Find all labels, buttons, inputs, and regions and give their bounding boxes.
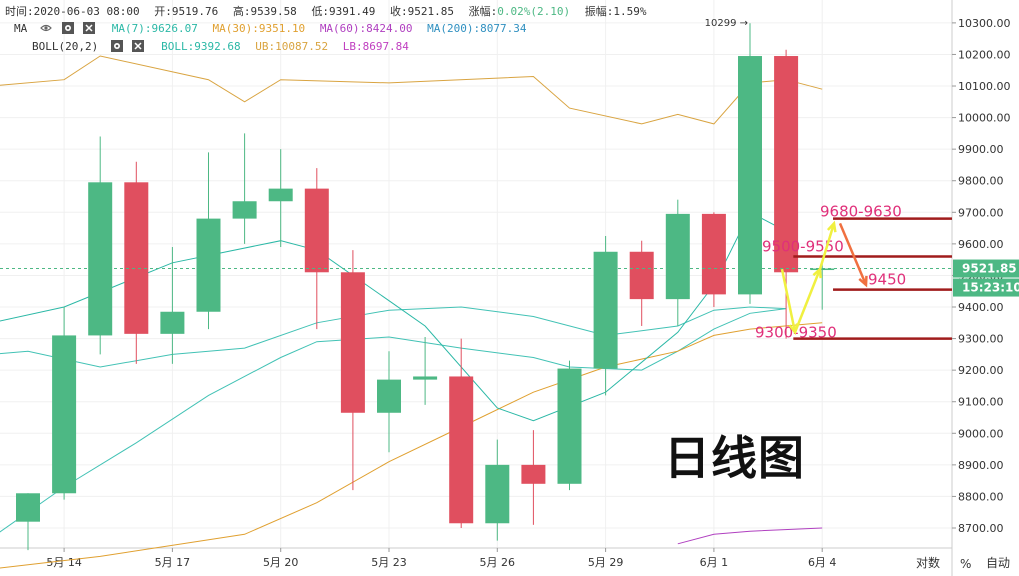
candle-body[interactable] [16, 493, 40, 522]
y-tick-label: 9600.00 [958, 238, 1004, 251]
candle-body[interactable] [160, 311, 185, 334]
forecast-arrow-up-2-head [826, 220, 837, 233]
close-icon[interactable] [83, 22, 96, 34]
ub-value: UB:10087.52 [255, 40, 329, 53]
forecast-arrow-down-2-head [858, 275, 868, 288]
candle-body[interactable] [629, 251, 654, 300]
y-tick-label: 8700.00 [958, 522, 1004, 535]
y-tick-label: 9000.00 [958, 427, 1004, 440]
candle-body[interactable] [449, 376, 474, 524]
forecast-arrow-down-2 [838, 222, 868, 286]
candle-body[interactable] [52, 335, 77, 494]
candle-body[interactable] [485, 464, 510, 524]
y-tick-label: 9900.00 [958, 143, 1004, 156]
candle-body[interactable] [738, 56, 762, 295]
y-tick-label: 9100.00 [958, 396, 1004, 409]
target-label: 9450 [868, 271, 906, 289]
log-scale-button[interactable]: 对数 [916, 556, 941, 570]
lb-value: LB:8697.84 [342, 40, 409, 53]
x-tick-label: 5月 29 [588, 556, 624, 569]
ma-name: MA [14, 22, 28, 35]
auto-scale-button[interactable]: 自动 [986, 556, 1011, 570]
x-tick-label: 5月 23 [371, 556, 407, 569]
ma60-line [677, 527, 823, 545]
y-tick-label: 9400.00 [958, 301, 1004, 314]
target-label: 9680-9630 [820, 203, 902, 221]
candle-body[interactable] [593, 251, 618, 369]
eye-icon[interactable] [40, 22, 52, 34]
candle-body[interactable] [701, 213, 726, 295]
candle-body[interactable] [665, 213, 690, 300]
y-tick-label: 9200.00 [958, 364, 1004, 377]
target-label: 9500-9550 [762, 237, 844, 255]
gear-icon[interactable] [110, 40, 123, 52]
y-tick-label: 10100.00 [958, 80, 1011, 93]
candle-body[interactable] [124, 182, 149, 334]
last-price-value: 9521.85 [962, 262, 1017, 276]
forecast-arrow-up-2 [818, 222, 836, 270]
x-tick-label: 5月 17 [155, 556, 191, 569]
candle-body[interactable] [340, 272, 365, 413]
candle-body[interactable] [196, 218, 221, 312]
y-tick-label: 8900.00 [958, 459, 1004, 472]
close-icon[interactable] [132, 40, 145, 52]
gear-icon[interactable] [61, 22, 74, 34]
time-label: 时间:2020-06-03 08:00 [5, 5, 140, 18]
candle-body[interactable] [774, 56, 799, 273]
y-tick-label: 10300.00 [958, 17, 1011, 30]
boll-upper-band [0, 55, 823, 125]
percent-scale-button[interactable]: % [960, 557, 972, 571]
candle-body[interactable] [88, 182, 113, 336]
overlay-title: 日线图 [664, 431, 805, 485]
y-tick-label: 9700.00 [958, 206, 1004, 219]
ohlc-info-row: 时间:2020-06-03 08:00 开:9519.76 高:9539.58 … [5, 3, 655, 19]
boll-name: BOLL(20,2) [32, 40, 99, 53]
low-label: 低:9391.49 [311, 5, 376, 18]
y-tick-label: 10200.00 [958, 48, 1011, 61]
y-tick-label: 8800.00 [958, 490, 1004, 503]
ma7-value: MA(7):9626.07 [111, 22, 198, 35]
change-value: 0.02%(2.10) [497, 5, 571, 18]
countdown-value: 15:23:10 [962, 281, 1019, 295]
ma30-line [0, 322, 823, 569]
close-label: 收:9521.85 [390, 5, 455, 18]
ma30-value: MA(30):9351.10 [212, 22, 306, 35]
ma200-value: MA(200):8077.34 [427, 22, 527, 35]
candle-body[interactable] [232, 201, 257, 219]
x-tick-label: 6月 1 [700, 556, 729, 569]
boll-indicator-row: BOLL(20,2) BOLL:9392.68 UB:10087.52 LB:8… [32, 40, 417, 53]
candle-body[interactable] [304, 188, 329, 273]
ma-indicator-row: MA MA(7):9626.07 MA(30):9351.10 MA(60):8… [14, 22, 535, 35]
candle-body[interactable] [413, 376, 438, 380]
candle-body[interactable] [377, 379, 401, 413]
y-tick-label: 9300.00 [958, 333, 1004, 346]
boll-value: BOLL:9392.68 [161, 40, 241, 53]
countdown-tag [953, 278, 1019, 297]
x-tick-label: 5月 26 [480, 556, 516, 569]
last-price-tag [953, 259, 1019, 278]
amplitude-label: 振幅:1.59% [584, 5, 647, 18]
open-label: 开:9519.76 [154, 5, 219, 18]
candle-body[interactable] [268, 188, 293, 202]
x-tick-label: 6月 4 [808, 556, 837, 569]
y-tick-label: 9800.00 [958, 175, 1004, 188]
candle-body[interactable] [810, 268, 835, 271]
candle-body[interactable] [521, 464, 546, 484]
y-tick-label: 10000.00 [958, 112, 1011, 125]
boll-middle-band [0, 306, 787, 368]
forecast-arrow-down [780, 268, 797, 333]
forecast-arrow-up [793, 268, 822, 333]
ma60-value: MA(60):8424.00 [319, 22, 413, 35]
high-label: 高:9539.58 [232, 5, 297, 18]
candle-body[interactable] [557, 368, 582, 484]
x-tick-label: 5月 20 [263, 556, 299, 569]
high-marker-label: 10299 → [705, 18, 748, 29]
change-label: 涨幅: [468, 5, 498, 18]
